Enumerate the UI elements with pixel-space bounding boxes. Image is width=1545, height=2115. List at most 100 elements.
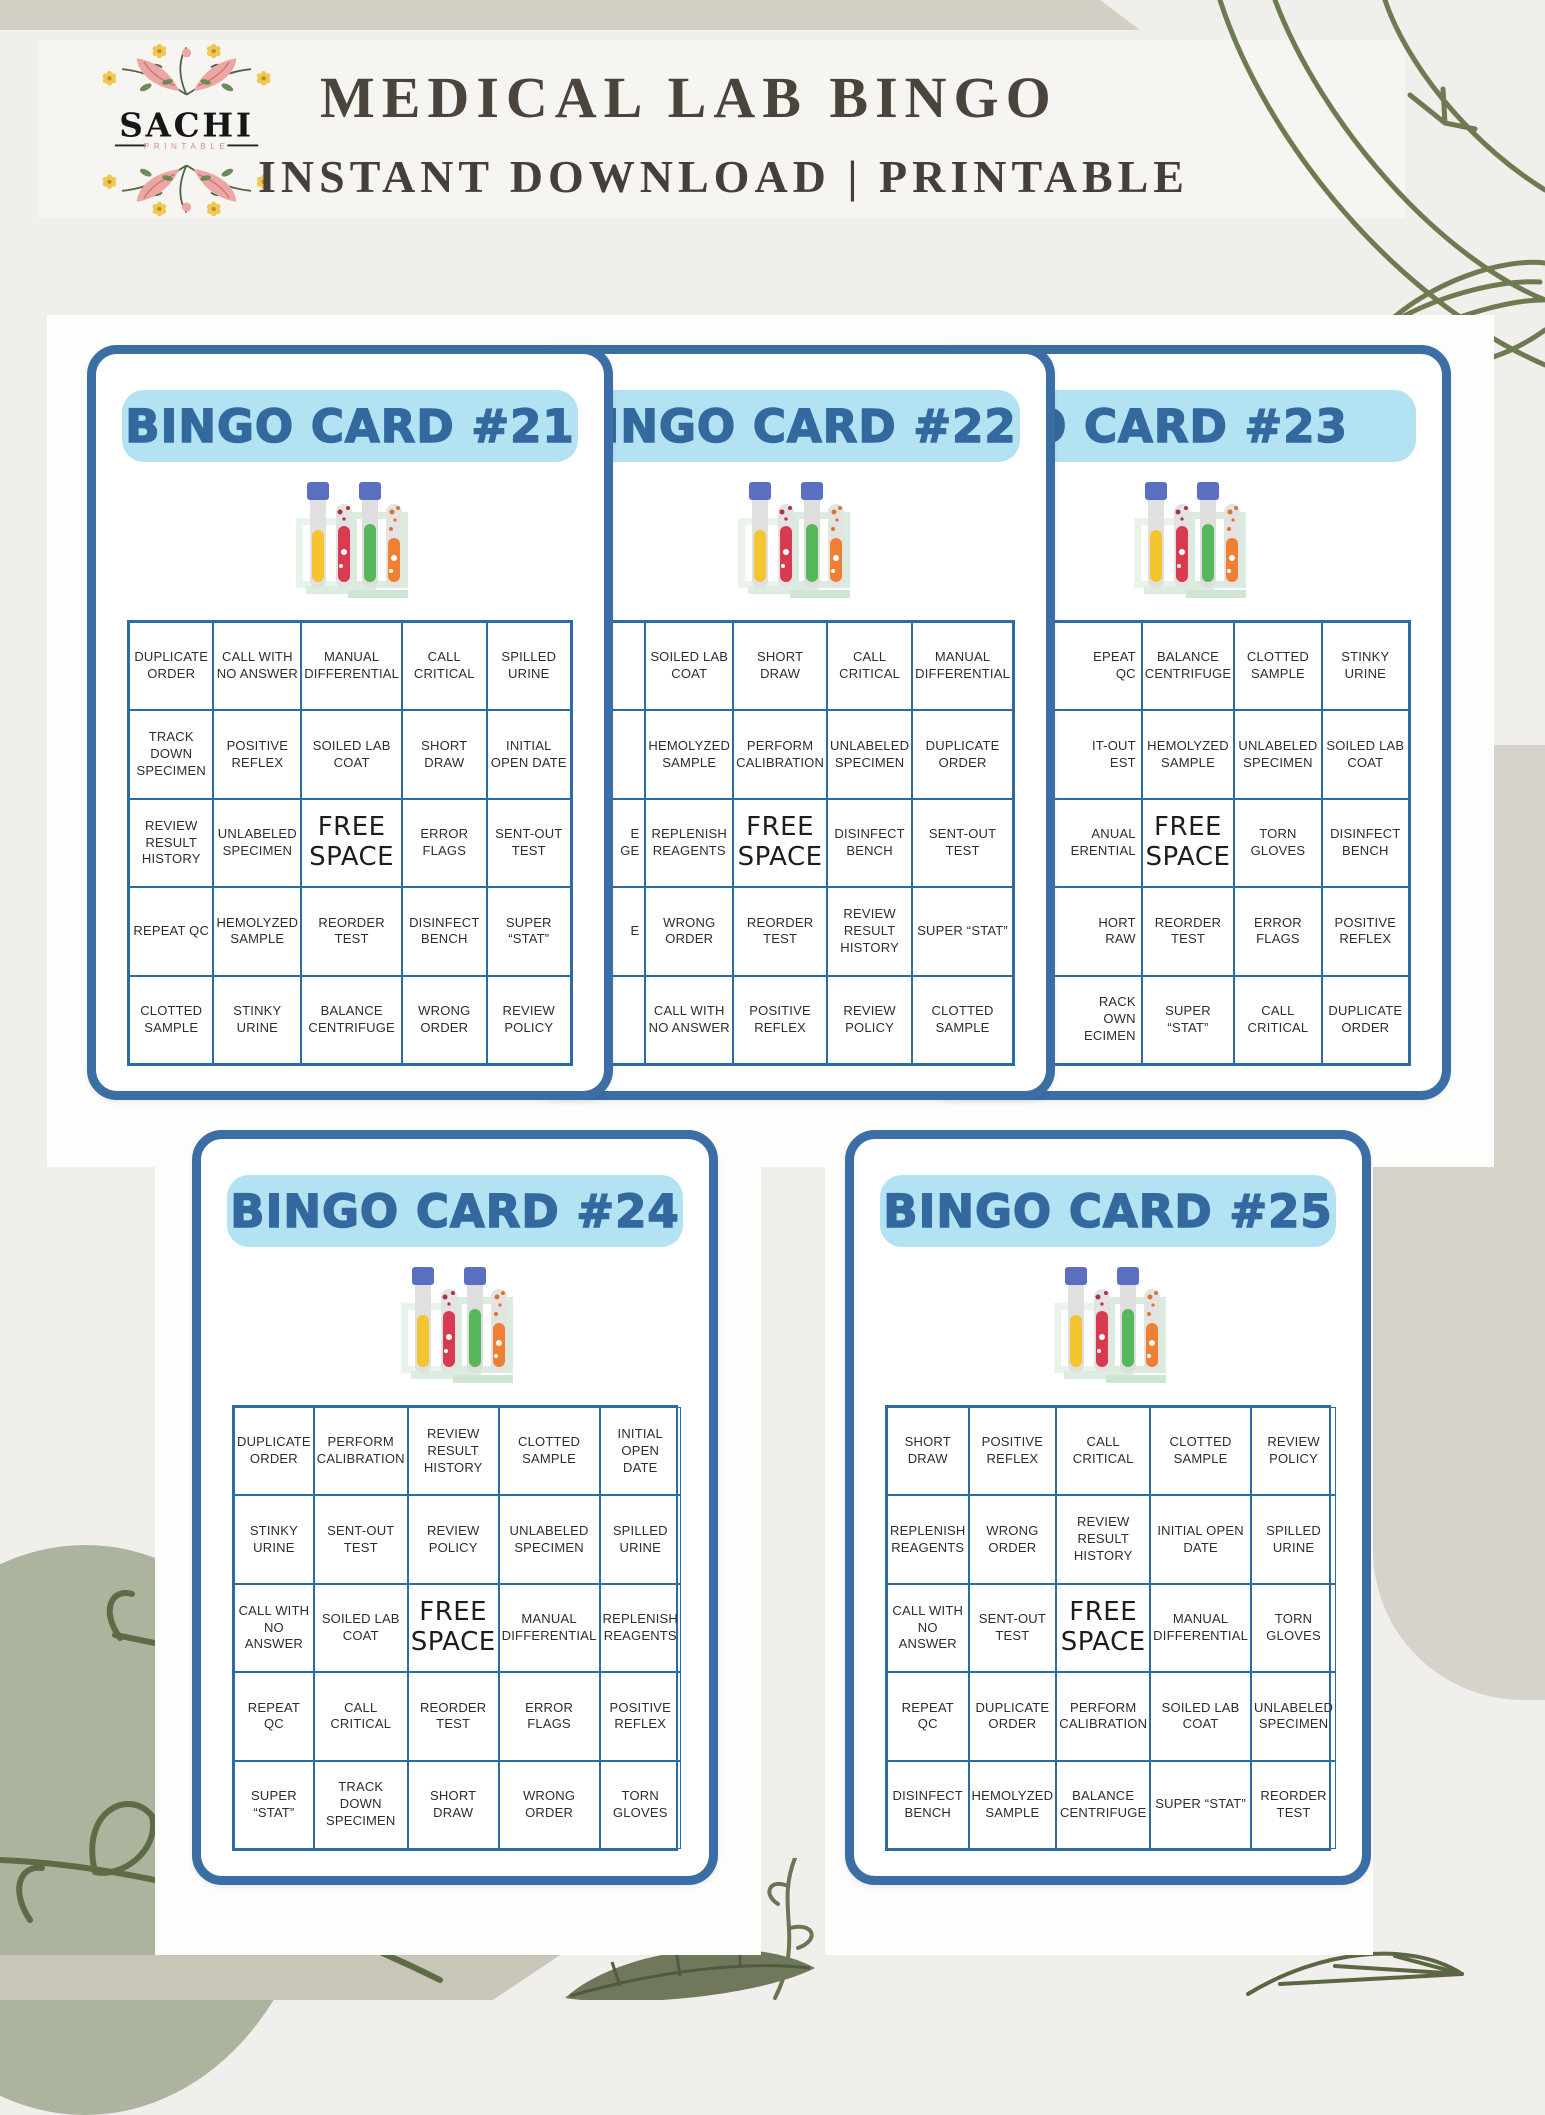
bingo-cell: REORDER TEST xyxy=(733,887,828,976)
bingo-cell: REPLENISH REAGENTS xyxy=(887,1495,969,1584)
bingo-cell: DUPLICATE ORDER xyxy=(234,1407,314,1496)
free-space-cell: FREE SPACE xyxy=(1141,798,1235,888)
card-title: O CARD #23 xyxy=(1027,399,1348,454)
bingo-cell: ERROR FLAGS xyxy=(402,798,487,888)
bingo-cell: REPEAT QC xyxy=(887,1672,969,1761)
bingo-cell: MANUAL DIFFERENTIAL xyxy=(301,622,403,711)
bingo-cell: MANUAL DIFFERENTIAL xyxy=(912,622,1013,711)
bingo-cell: REVIEW POLICY xyxy=(407,1495,499,1584)
bingo-cell: SENT-OUT TEST xyxy=(486,798,571,888)
logo-tagline-text: PRINTABLE xyxy=(144,142,230,151)
sachi-floral-logo: SACHI PRINTABLE xyxy=(101,42,272,218)
bingo-cell: REVIEW RESULT HISTORY xyxy=(1056,1495,1151,1584)
bingo-cell: WRONG ORDER xyxy=(402,975,487,1064)
free-space-cell: FREE SPACE xyxy=(1056,1583,1151,1673)
header-panel xyxy=(38,40,1405,218)
bingo-cell: SENT-OUT TEST xyxy=(968,1583,1057,1673)
bingo-cell: CALL CRITICAL xyxy=(827,622,913,711)
bingo-cell: SOILED LAB COAT xyxy=(1150,1672,1252,1761)
bingo-cell: POSITIVE REFLEX xyxy=(968,1407,1057,1496)
bingo-cell: DISINFECT BENCH xyxy=(827,798,913,888)
test-tubes-icon xyxy=(296,482,408,598)
bingo-grid: DUPLICATE ORDER CALL WITH NO ANSWER MANUAL… xyxy=(127,620,573,1066)
bingo-cell: REVIEW POLICY xyxy=(827,975,913,1064)
test-tubes-icon xyxy=(738,482,850,598)
bingo-cell: REVIEW RESULT HISTORY xyxy=(827,887,913,976)
bingo-cell: SHORT DRAW xyxy=(407,1760,499,1849)
card-title: BINGO CARD #25 xyxy=(883,1184,1333,1239)
bingo-cell: SPILLED URINE xyxy=(599,1495,681,1584)
bingo-cell: SUPER “STAT” xyxy=(486,887,571,976)
bingo-cell: POSITIVE REFLEX xyxy=(1321,887,1409,976)
bingo-cell: SPILLED URINE xyxy=(486,622,571,711)
bingo-cell: CALL CRITICAL xyxy=(1056,1407,1151,1496)
bingo-card-21: BINGO CARD #21 DUPLICATE ORDER CALL xyxy=(87,345,613,1100)
right-beige-blob xyxy=(1373,1155,1545,1700)
bingo-cell: SOILED LAB COAT xyxy=(313,1583,408,1673)
bingo-cell: SHORT DRAW xyxy=(887,1407,969,1496)
bingo-cell: REPLENISH REAGENTS xyxy=(599,1583,681,1673)
bingo-cell: STINKY URINE xyxy=(234,1495,314,1584)
bingo-cell: POSITIVE REFLEX xyxy=(599,1672,681,1761)
page-subtitle: INSTANT DOWNLOAD | PRINTABLE xyxy=(258,151,1189,202)
bingo-cell: SPILLED URINE xyxy=(1251,1495,1337,1584)
bingo-cell: SHORT DRAW xyxy=(402,710,487,799)
bingo-cell: WRONG ORDER xyxy=(498,1760,600,1849)
bingo-cell: HEMOLYZED SAMPLE xyxy=(968,1760,1057,1849)
bingo-cell: ERROR FLAGS xyxy=(498,1672,600,1761)
bingo-cell: WRONG ORDER xyxy=(968,1495,1057,1584)
bingo-cell: PERFORM CALIBRATION xyxy=(733,710,828,799)
bingo-cell: IT-OUT EST xyxy=(1054,710,1142,799)
bingo-cell: SHORT DRAW xyxy=(733,622,828,711)
bingo-cell: REPEAT QC xyxy=(234,1672,314,1761)
test-tubes-icon xyxy=(1134,482,1246,598)
bingo-cell: CLOTTED SAMPLE xyxy=(912,975,1013,1064)
bingo-cell: SUPER “STAT” xyxy=(1141,975,1235,1064)
right-beige-strip xyxy=(1494,745,1545,1167)
bingo-cell: CLOTTED SAMPLE xyxy=(1150,1407,1252,1496)
page-title: MEDICAL LAB BINGO xyxy=(320,65,1058,130)
card-title-pill: BINGO CARD #25 xyxy=(880,1175,1336,1247)
bingo-cell: EPEAT QC xyxy=(1054,622,1142,711)
bingo-cell: SENT-OUT TEST xyxy=(313,1495,408,1584)
bingo-cell: CALL WITH NO ANSWER xyxy=(234,1583,314,1673)
bingo-cell: REVIEW POLICY xyxy=(1251,1407,1337,1496)
bingo-cell: REPLENISH REAGENTS xyxy=(645,798,734,888)
bingo-cell: CALL WITH NO ANSWER xyxy=(887,1583,969,1673)
bingo-cell: DUPLICATE ORDER xyxy=(968,1672,1057,1761)
bingo-cell: MANUAL DIFFERENTIAL xyxy=(498,1583,600,1673)
bingo-cell: WRONG ORDER xyxy=(645,887,734,976)
bingo-cell: TRACK DOWN SPECIMEN xyxy=(129,710,214,799)
bingo-grid: DUPLICATE ORDER PERFORM CALIBRATION REVIEW… xyxy=(232,1405,681,1851)
bingo-cell: BALANCE CENTRIFUGE xyxy=(301,975,403,1064)
bingo-card-22: BINGO CARD #22 SOILED LAB COAT SHOR xyxy=(529,345,1055,1100)
bingo-cell: UNLABELED SPECIMEN xyxy=(827,710,913,799)
bingo-cell: SENT-OUT TEST xyxy=(912,798,1013,888)
bingo-cell: HORT RAW xyxy=(1054,887,1142,976)
bingo-cell: DISINFECT BENCH xyxy=(402,887,487,976)
bingo-cell: RACK OWN ECIMEN xyxy=(1054,975,1142,1064)
bingo-cell: INITIAL OPEN DATE xyxy=(486,710,571,799)
card-title-pill: BINGO CARD #21 xyxy=(122,390,578,462)
bingo-cell: CLOTTED SAMPLE xyxy=(129,975,214,1064)
bingo-cell: POSITIVE REFLEX xyxy=(213,710,302,799)
bingo-cell: REVIEW RESULT HISTORY xyxy=(407,1407,499,1496)
bingo-cell: TRACK DOWN SPECIMEN xyxy=(313,1760,408,1849)
card-title-pill: BINGO CARD #22 xyxy=(564,390,1020,462)
bingo-cell: CALL CRITICAL xyxy=(1234,975,1322,1064)
bingo-card-24: BINGO CARD #24 DUPLICATE ORDER PERF xyxy=(192,1130,718,1885)
free-space-cell: FREE SPACE xyxy=(407,1583,499,1673)
bingo-cell: TORN GLOVES xyxy=(1234,798,1322,888)
bingo-cell: DUPLICATE ORDER xyxy=(912,710,1013,799)
bingo-cell: PERFORM CALIBRATION xyxy=(1056,1672,1151,1761)
bingo-cell: REPEAT QC xyxy=(129,887,214,976)
cards-layer: BINGO CARD #21 DUPLICATE ORDER CALL xyxy=(87,345,1451,1885)
test-tubes-icon xyxy=(401,1267,513,1383)
bingo-cell: UNLABELED SPECIMEN xyxy=(1234,710,1322,799)
bingo-cell: STINKY URINE xyxy=(213,975,302,1064)
bingo-cell: REVIEW POLICY xyxy=(486,975,571,1064)
bingo-cell: BALANCE CENTRIFUGE xyxy=(1141,622,1235,711)
bingo-cell: ANUAL ERENTIAL xyxy=(1054,798,1142,888)
bingo-grid: SHORT DRAW POSITIVE REFLEX CALL CRITICAL CL… xyxy=(885,1405,1337,1851)
bingo-cell: CALL CRITICAL xyxy=(402,622,487,711)
